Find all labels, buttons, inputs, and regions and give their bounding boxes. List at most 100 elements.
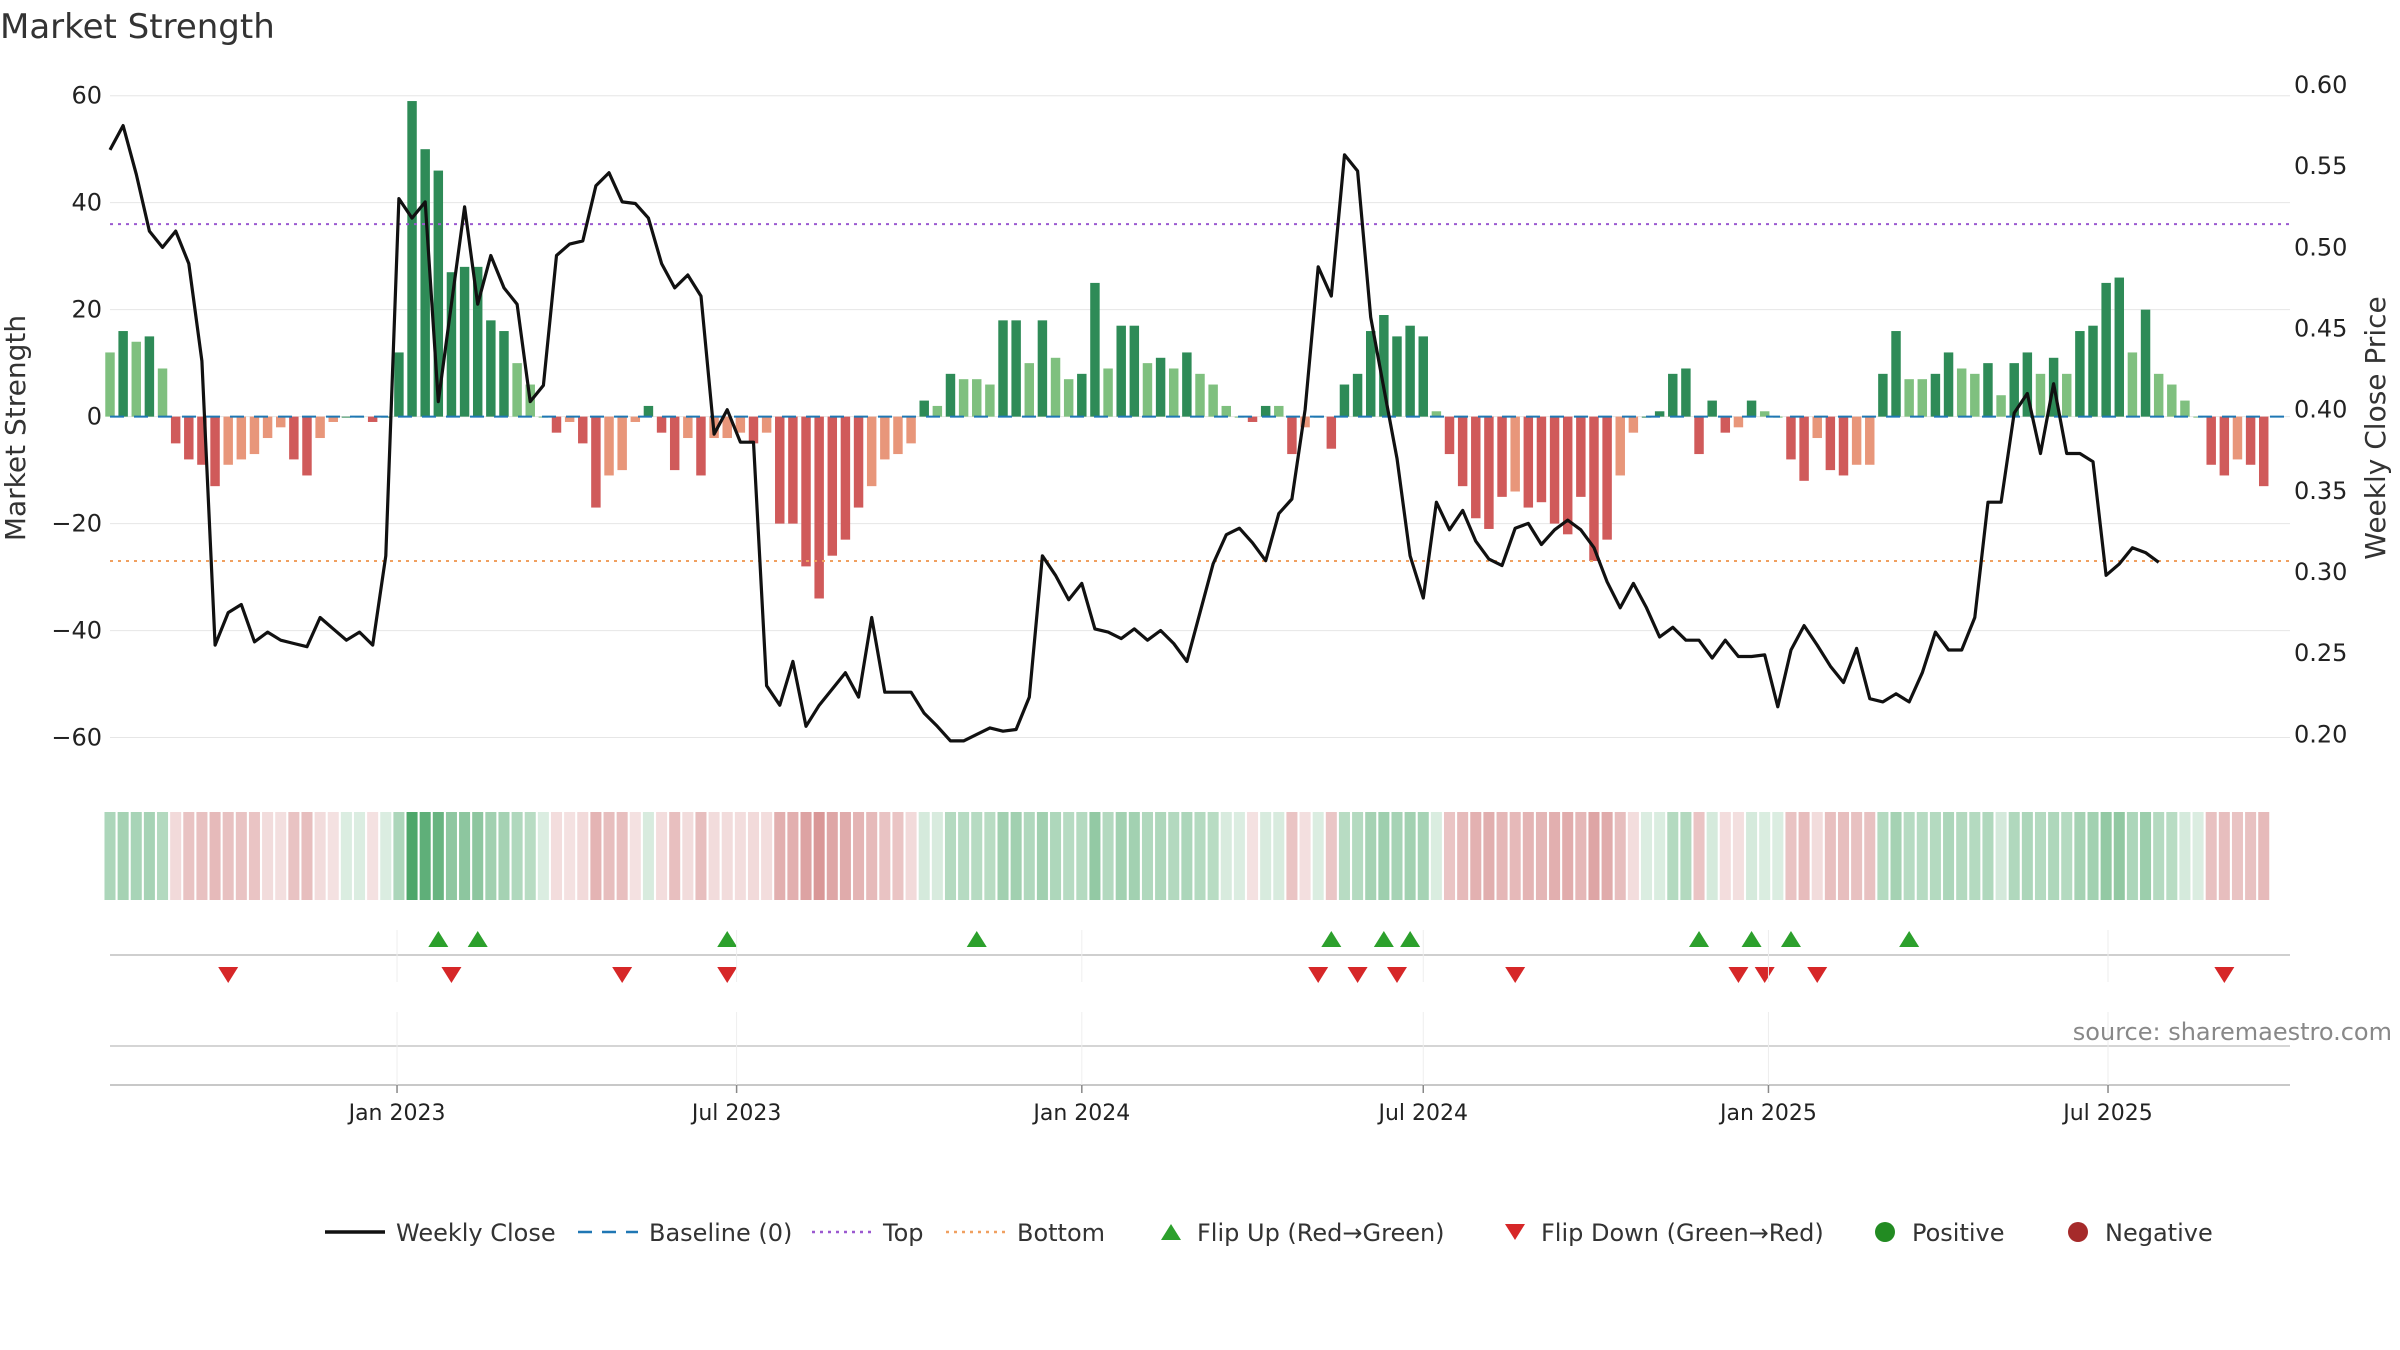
left-axis-label: Market Strength xyxy=(0,315,32,541)
strip-cell xyxy=(157,812,169,900)
regime-strip xyxy=(104,812,2270,900)
strip-cell xyxy=(1483,812,1495,900)
strip-cell xyxy=(1995,812,2007,900)
strength-bar xyxy=(1536,416,1547,503)
strength-bar xyxy=(302,416,312,476)
strength-bar xyxy=(315,416,325,439)
strip-cell xyxy=(340,812,352,900)
strip-cell xyxy=(1155,812,1167,900)
strength-bar xyxy=(1956,368,1967,417)
flip-up-marker xyxy=(1689,931,1710,947)
strip-cell xyxy=(761,812,773,900)
strip-cell xyxy=(2192,812,2204,900)
strip-cell xyxy=(1325,812,1337,900)
strength-bar xyxy=(1891,331,1901,417)
strip-cell xyxy=(1693,812,1705,900)
legend-swatch xyxy=(1161,1224,1181,1240)
strip-cell xyxy=(590,812,602,900)
strength-bar xyxy=(1707,400,1717,417)
strength-bar xyxy=(1116,325,1126,417)
right-tick-label: 0.45 xyxy=(2294,315,2347,343)
strength-bar xyxy=(945,373,956,417)
strength-bar xyxy=(1878,373,1888,417)
strength-bar xyxy=(866,416,877,487)
strength-bar xyxy=(2088,325,2098,417)
strip-cell xyxy=(1851,812,1863,900)
strength-bar xyxy=(2167,384,2177,417)
strip-cell xyxy=(892,812,904,900)
right-tick-label: 0.20 xyxy=(2294,720,2347,748)
strength-bar xyxy=(197,416,207,465)
strength-bar xyxy=(788,416,798,524)
strip-cell xyxy=(642,812,654,900)
strength-bar xyxy=(2101,282,2111,417)
strength-bar xyxy=(407,101,417,417)
strength-bar xyxy=(1077,373,1087,417)
flip-up-marker xyxy=(1321,931,1342,947)
strength-bar xyxy=(2009,363,2019,417)
strip-cell xyxy=(1824,812,1836,900)
legend-item: Negative xyxy=(2068,1219,2213,1247)
strip-cell xyxy=(327,812,339,900)
flip-up-marker xyxy=(966,931,987,947)
strength-bar xyxy=(1930,373,1941,417)
strip-cell xyxy=(1627,812,1639,900)
strip-cell xyxy=(1050,812,1062,900)
strip-cell xyxy=(117,812,129,900)
strip-cell xyxy=(1601,812,1613,900)
legend-item: Bottom xyxy=(946,1219,1105,1247)
strength-bar xyxy=(1221,405,1231,417)
strip-cell xyxy=(1089,812,1101,900)
strip-cell xyxy=(747,812,760,900)
strength-bar xyxy=(1602,416,1612,540)
legend-label: Bottom xyxy=(1017,1219,1105,1247)
x-tick-label: Jul 2023 xyxy=(690,1101,782,1126)
legend-item: Baseline (0) xyxy=(578,1219,792,1247)
strength-bar xyxy=(919,400,929,417)
strip-cell xyxy=(498,812,510,900)
legend-label: Top xyxy=(882,1219,924,1247)
strength-bar xyxy=(696,416,706,476)
strip-cell xyxy=(1864,812,1876,900)
strip-cell xyxy=(1680,812,1692,900)
strip-cell xyxy=(958,812,970,900)
strength-bar xyxy=(144,336,155,417)
strength-bar xyxy=(1090,282,1100,417)
strength-bar xyxy=(1851,416,1862,465)
strip-cell xyxy=(222,812,234,900)
strength-bar xyxy=(1300,416,1310,428)
strip-cell xyxy=(1732,812,1744,900)
left-tick-label: 20 xyxy=(71,296,102,324)
strip-cell xyxy=(314,812,326,900)
flip-up-marker xyxy=(1373,931,1394,947)
strength-bar xyxy=(1983,363,1993,417)
strip-cell xyxy=(2258,812,2270,900)
strength-bar xyxy=(2062,373,2072,417)
strip-cell xyxy=(1877,812,1889,900)
strength-bar xyxy=(1392,336,1402,417)
strength-bar xyxy=(1799,416,1809,481)
right-axis-ticks: 0.60 0.55 0.50 0.45 0.40 0.35 0.30 0.25 0.20 xyxy=(2294,71,2347,748)
strength-bar xyxy=(1208,384,1218,417)
strength-bar xyxy=(1365,331,1376,417)
strip-cell xyxy=(1470,812,1482,900)
strip-cell xyxy=(2034,812,2046,900)
strength-bar xyxy=(275,416,286,428)
legend-label: Flip Down (Green→Red) xyxy=(1541,1219,1824,1247)
strength-bar xyxy=(735,416,746,433)
strip-cell xyxy=(853,812,865,900)
strength-bar xyxy=(564,416,575,422)
flip-down-marker xyxy=(1308,967,1329,983)
strength-bar xyxy=(1838,416,1849,476)
strip-cell xyxy=(1746,812,1758,900)
strip-cell xyxy=(1811,812,1823,900)
strength-bar xyxy=(656,416,667,433)
strength-bar xyxy=(2153,373,2164,417)
strip-cell xyxy=(1194,812,1206,900)
flip-down-marker xyxy=(1347,967,1368,983)
strength-bar xyxy=(1576,416,1586,497)
strip-cell xyxy=(1772,812,1784,900)
strength-bar xyxy=(2075,331,2085,417)
strength-bar xyxy=(1182,352,1192,417)
right-tick-label: 0.40 xyxy=(2294,396,2347,424)
